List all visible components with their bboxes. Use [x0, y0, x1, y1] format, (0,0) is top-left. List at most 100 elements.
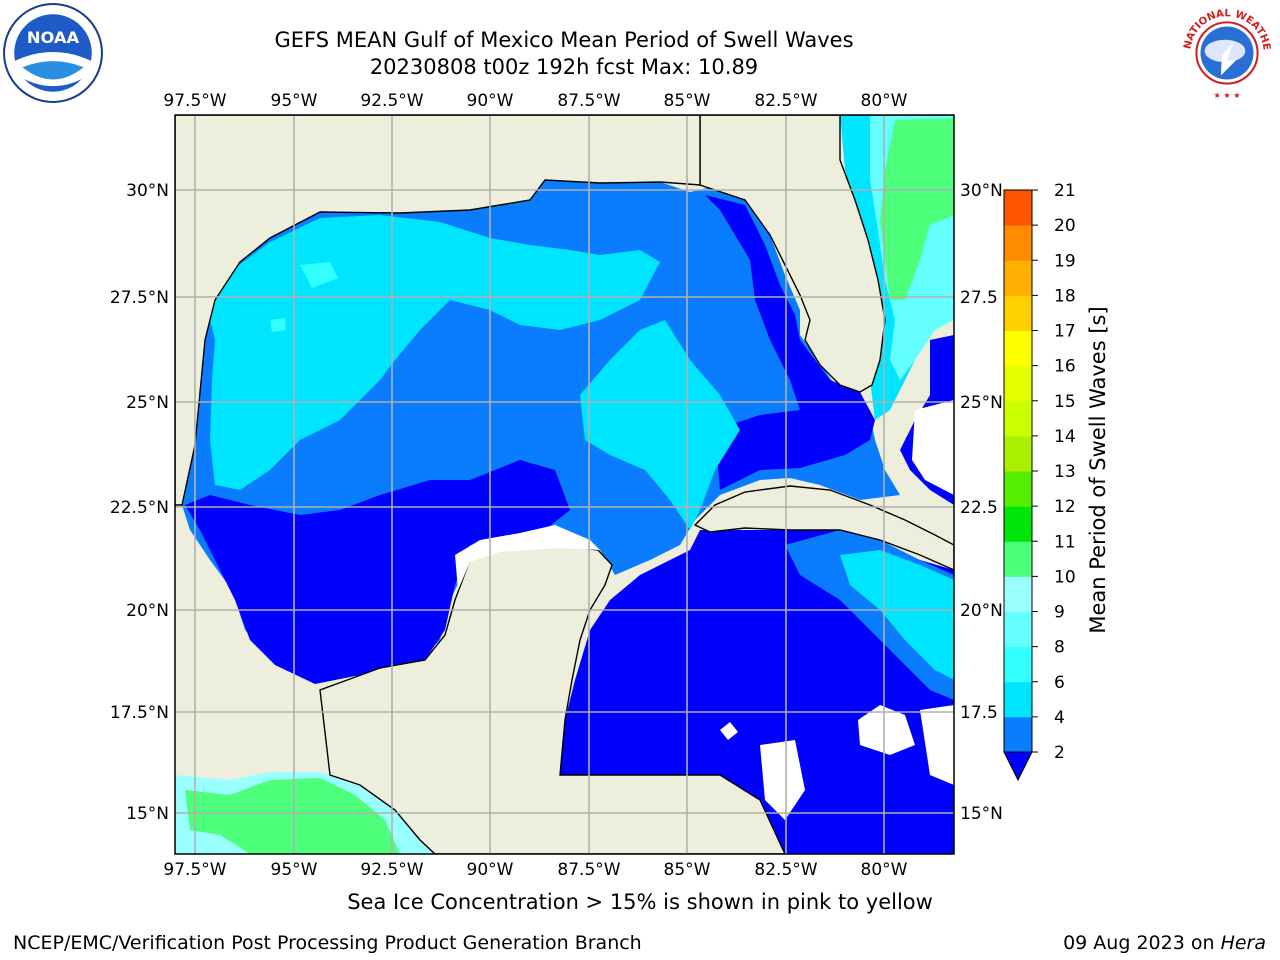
atlantic-green-region [880, 118, 954, 300]
gulf-light-cyan-patch [300, 262, 338, 288]
gulf-light-cyan-patch [270, 318, 286, 332]
yucatan-land [319, 544, 786, 854]
colorbar-label: Mean Period of Swell Waves [s] [1086, 306, 1110, 633]
latitude-label: 20°N [960, 601, 1003, 621]
latitude-label: 30°N [126, 181, 169, 201]
colorbar-segment [1004, 681, 1032, 718]
longitude-label: 92.5°W [360, 91, 423, 111]
date-text: 09 Aug 2023 on [1063, 932, 1221, 954]
nws-logo: NATIONAL WEATHER SERVICE ★ ★ ★ [1176, 2, 1276, 102]
nodata-patch [858, 705, 915, 755]
latitude-labels-right: 30°N 27.5 25°N 22.5 20°N 17.5 15°N [960, 181, 1003, 824]
caribbean-cyan-band [840, 550, 954, 680]
nodata-patch [720, 722, 738, 740]
colorbar-tick-label: 18 [1054, 286, 1076, 306]
colorbar-segment [1004, 435, 1032, 472]
colorbar-segment [1004, 646, 1032, 683]
colorbar-tick-label: 20 [1054, 216, 1076, 236]
noaa-logo-text: NOAA [27, 28, 80, 47]
colorbar-segment [1004, 506, 1032, 542]
colorbar-tick-label: 6 [1054, 673, 1065, 693]
chart-title: GEFS MEAN Gulf of Mexico Mean Period of … [274, 28, 854, 52]
gulf-low-period-east [705, 195, 875, 490]
colorbar-tick-label: 11 [1054, 532, 1076, 552]
colorbar-tick-label: 12 [1054, 497, 1076, 517]
colorbar-tick-label: 9 [1054, 603, 1065, 623]
latitude-label: 27.5 [960, 288, 998, 308]
latitude-label: 15°N [960, 804, 1003, 824]
longitude-label: 92.5°W [360, 860, 423, 880]
colorbar: 2 4 6 8 9 10 11 12 13 14 15 16 17 18 19 20 21 [1003, 181, 1076, 782]
colorbar-segment [1004, 716, 1032, 753]
longitude-label: 80°W [861, 860, 908, 880]
map-area [175, 115, 954, 854]
colorbar-tick-label: 2 [1054, 743, 1065, 763]
latitude-label: 25°N [126, 393, 169, 413]
pacific-green-region [185, 778, 400, 854]
colorbar-tick-label: 15 [1054, 392, 1076, 412]
latitude-label: 17.5°N [110, 703, 169, 723]
colorbar-segment [1004, 541, 1032, 577]
longitude-label: 80°W [861, 91, 908, 111]
map-gridlines [175, 115, 954, 854]
latitude-label: 22.5 [960, 498, 998, 518]
longitude-label: 85°W [664, 860, 711, 880]
colorbar-tick-label: 14 [1054, 427, 1076, 447]
longitude-label: 90°W [467, 860, 514, 880]
colorbar-tick-label: 21 [1054, 181, 1076, 201]
longitude-labels-top: 97.5°W 95°W 92.5°W 90°W 87.5°W 85°W 82.5°W 80°W [163, 91, 907, 111]
colorbar-under-triangle [1003, 751, 1033, 782]
colorbar-tick-label: 17 [1054, 322, 1076, 342]
latitude-label: 27.5°N [110, 288, 169, 308]
colorbar-tick-label: 10 [1054, 567, 1076, 587]
gulf-low-period-west [185, 460, 570, 684]
longitude-label: 87.5°W [557, 860, 620, 880]
colorbar-segment [1004, 611, 1032, 648]
longitude-labels-bottom: 97.5°W 95°W 92.5°W 90°W 87.5°W 85°W 82.5°W 80°W [163, 860, 907, 880]
latitude-label: 25°N [960, 393, 1003, 413]
colorbar-tick-label: 4 [1054, 708, 1065, 728]
longitude-label: 82.5°W [754, 860, 817, 880]
colorbar-segment [1004, 190, 1032, 226]
date-stamp: 09 Aug 2023 on Hera [1063, 932, 1266, 954]
longitude-label: 82.5°W [754, 91, 817, 111]
latitude-label: 22.5°N [110, 498, 169, 518]
longitude-label: 87.5°W [557, 91, 620, 111]
colorbar-tick-label: 19 [1054, 251, 1076, 271]
latitude-labels-left: 30°N 27.5°N 25°N 22.5°N 20°N 17.5°N 15°N [110, 181, 169, 824]
colorbar-segment [1004, 400, 1032, 437]
colorbar-tick-label: 13 [1054, 462, 1076, 482]
colorbar-segment [1004, 576, 1032, 612]
colorbar-segment [1004, 471, 1032, 507]
colorbar-segment [1004, 365, 1032, 402]
colorbar-tick-label: 8 [1054, 638, 1065, 658]
nodata-patch [455, 525, 600, 590]
map-frame [174, 114, 955, 855]
latitude-label: 15°N [126, 804, 169, 824]
credit-text: NCEP/EMC/Verification Post Processing Pr… [13, 932, 642, 954]
sea-ice-note: Sea Ice Concentration > 15% is shown in … [347, 890, 933, 914]
nodata-patch [920, 705, 954, 785]
colorbar-segment [1004, 295, 1032, 331]
longitude-label: 85°W [664, 91, 711, 111]
longitude-label: 95°W [271, 91, 318, 111]
latitude-label: 17.5 [960, 703, 998, 723]
colorbar-segment [1004, 225, 1032, 261]
longitude-label: 97.5°W [163, 860, 226, 880]
noaa-logo: NOAA [3, 3, 103, 103]
longitude-label: 90°W [467, 91, 514, 111]
svg-text:★ ★ ★: ★ ★ ★ [1213, 90, 1240, 100]
chart-subtitle: 20230808 t00z 192h fcst Max: 10.89 [369, 55, 759, 79]
machine-name: Hera [1220, 932, 1266, 954]
nodata-patch [912, 400, 954, 495]
longitude-label: 97.5°W [163, 91, 226, 111]
colorbar-segment [1004, 330, 1032, 367]
longitude-label: 95°W [271, 860, 318, 880]
latitude-label: 20°N [126, 601, 169, 621]
florida-land [699, 115, 954, 393]
nodata-patch [760, 740, 805, 820]
colorbar-tick-label: 16 [1054, 357, 1076, 377]
colorbar-segment [1004, 260, 1032, 296]
gulf-cyan-region-center [580, 320, 740, 530]
